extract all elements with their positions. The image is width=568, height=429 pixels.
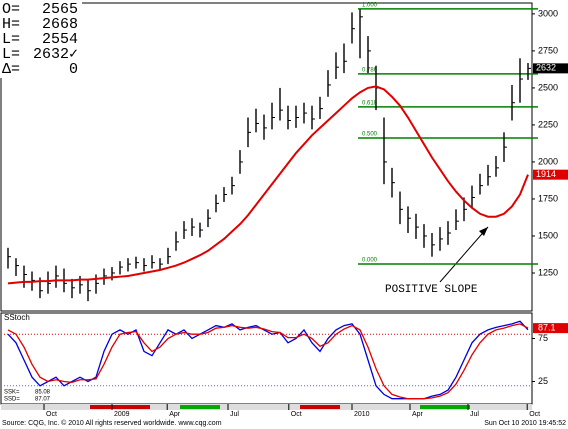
price-marker bbox=[533, 169, 568, 180]
arrow-head bbox=[479, 227, 488, 236]
strip-segment bbox=[180, 405, 220, 409]
quote-value: 2565 bbox=[42, 1, 78, 18]
quote-label: O= bbox=[2, 1, 20, 18]
strip-segment bbox=[90, 405, 150, 409]
quote-label: L= bbox=[2, 31, 20, 48]
strip-segment bbox=[420, 405, 470, 409]
x-tick-label: Oct bbox=[529, 411, 540, 418]
x-tick-label: Jul bbox=[470, 411, 479, 418]
y-tick-label: 1250 bbox=[538, 267, 558, 277]
x-tick-label: Oct bbox=[46, 411, 57, 418]
x-tick-label: Apr bbox=[412, 411, 424, 418]
x-tick-label: Jul bbox=[230, 411, 239, 418]
quote-label: L= bbox=[2, 46, 20, 63]
quote-label: H= bbox=[2, 16, 20, 33]
y-tick-label: 1500 bbox=[538, 230, 558, 240]
fib-label: 1.000 bbox=[362, 2, 378, 8]
readout-value: 85.08 bbox=[35, 390, 51, 396]
readout-value: 87.07 bbox=[35, 397, 51, 403]
fib-label: 0.786 bbox=[362, 67, 378, 73]
x-tick-label: 2009 bbox=[114, 411, 130, 418]
quote-value: 2668 bbox=[42, 16, 78, 33]
footer-right: Sun Oct 10 2010 19:45:52 bbox=[484, 420, 566, 427]
strip-segment bbox=[300, 405, 340, 409]
y-tick-label: 3000 bbox=[538, 8, 558, 18]
quote-value: 2632✓ bbox=[33, 46, 78, 63]
price-marker-label: 1914 bbox=[536, 169, 556, 179]
price-panel bbox=[0, 2, 533, 312]
stoch-title: SStoch bbox=[4, 313, 30, 322]
stoch-tick-label: 75 bbox=[538, 333, 548, 343]
x-tick-label: Apr bbox=[169, 411, 181, 418]
annotation: POSITIVE SLOPE bbox=[385, 284, 478, 296]
quote-value: 2554 bbox=[42, 31, 78, 48]
stoch-tick-label: 25 bbox=[538, 376, 548, 386]
stoch-marker-label: 87.1 bbox=[538, 322, 556, 332]
fib-label: 0.618 bbox=[362, 100, 378, 106]
time-strip bbox=[1, 404, 532, 410]
y-tick-label: 1750 bbox=[538, 193, 558, 203]
annotation-arrow bbox=[439, 226, 489, 283]
fib-label: 0.000 bbox=[362, 258, 378, 264]
quote-label: Δ= bbox=[2, 61, 20, 78]
price-marker-label: 2632 bbox=[536, 63, 556, 73]
quote-value: 0 bbox=[69, 61, 78, 78]
stoch-line bbox=[7, 323, 529, 400]
quote-box bbox=[0, 0, 82, 78]
y-tick-label: 2750 bbox=[538, 45, 558, 55]
readout-label: SSD= bbox=[4, 397, 20, 403]
y-tick-label: 2000 bbox=[538, 156, 558, 166]
readout-label: SSK= bbox=[4, 390, 20, 396]
x-tick-label: Oct bbox=[291, 411, 302, 418]
fib-label: 0.500 bbox=[362, 132, 378, 138]
y-tick-label: 2250 bbox=[538, 119, 558, 129]
stoch-line bbox=[7, 320, 529, 400]
stoch-marker bbox=[533, 323, 568, 334]
moving-average bbox=[7, 85, 529, 285]
price-marker bbox=[533, 63, 568, 74]
y-tick-label: 2500 bbox=[538, 82, 558, 92]
x-tick-label: 2010 bbox=[354, 411, 370, 418]
footer-left: Source: CQG, Inc. © 2010 All rights rese… bbox=[2, 419, 222, 427]
